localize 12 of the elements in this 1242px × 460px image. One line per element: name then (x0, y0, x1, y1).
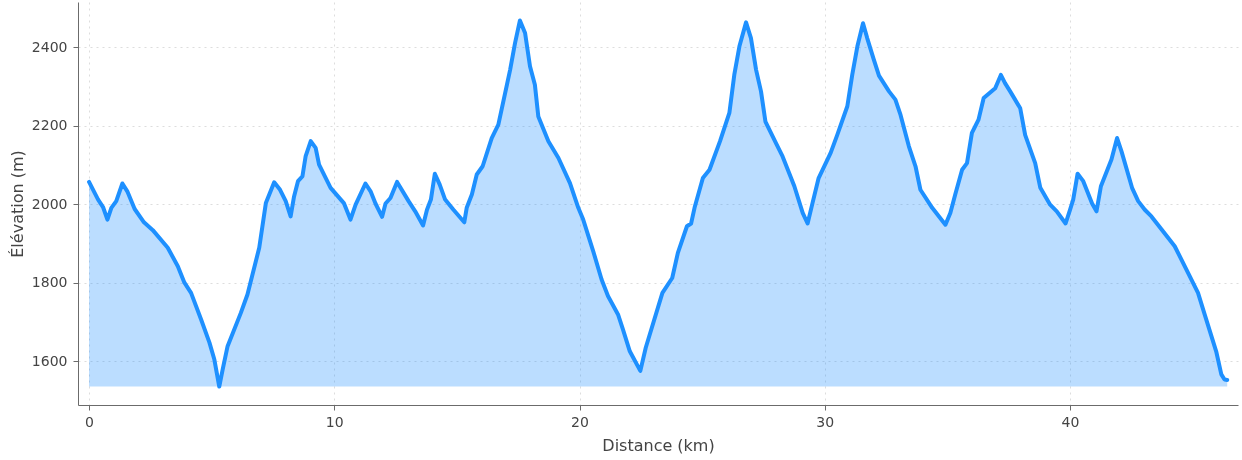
x-tick-label: 20 (571, 413, 589, 430)
x-tick-label: 40 (1061, 413, 1080, 430)
y-tick-label: 2400 (31, 38, 68, 55)
y-tick-label: 2000 (31, 195, 68, 212)
x-tick-label: 10 (325, 413, 344, 430)
y-tick-label: 1800 (31, 274, 68, 291)
x-axis-title: Distance (km) (602, 435, 715, 455)
y-axis-title: Élévation (m) (7, 150, 27, 258)
x-tick-label: 30 (816, 413, 835, 430)
x-tick-label: 0 (85, 413, 94, 430)
y-tick-label: 2200 (31, 117, 68, 134)
y-tick-label: 1600 (31, 352, 68, 369)
